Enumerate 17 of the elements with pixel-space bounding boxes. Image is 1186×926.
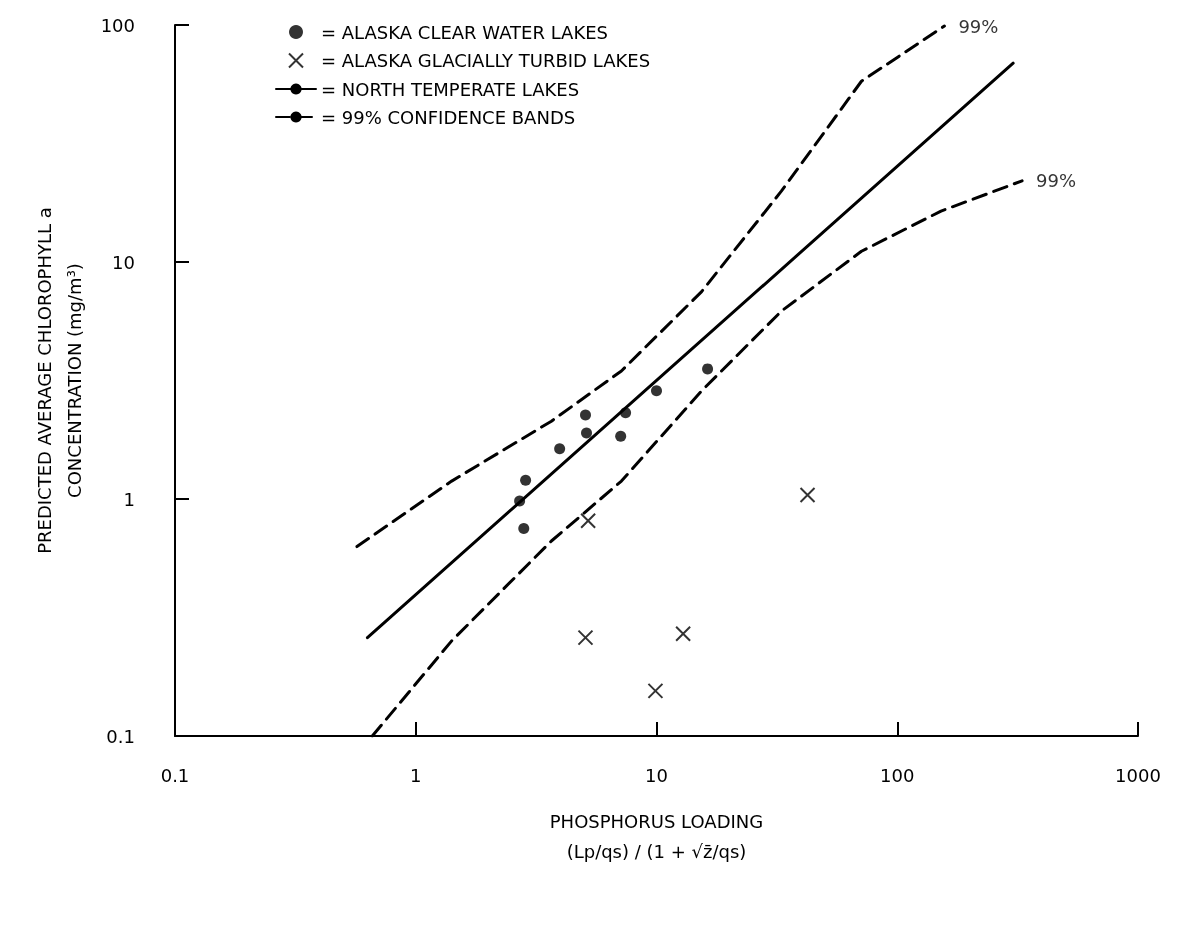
legend-label: = NORTH TEMPERATE LAKES [321, 78, 580, 100]
annotation: 99% [1036, 170, 1077, 192]
y-tick-label: 0.1 [106, 725, 135, 747]
y-tick-label: 100 [100, 14, 135, 36]
x-axis-title: PHOSPHORUS LOADING (Lp/qs) / (1 + √z̄/qs) [549, 810, 764, 862]
y-tick-label: 10 [112, 251, 135, 273]
x-tick-label: 10 [645, 764, 668, 786]
annotation: 99% [958, 15, 999, 37]
legend-label: = ALASKA GLACIALLY TURBID LAKES [321, 50, 651, 71]
x-tick-label: 1000 [1115, 764, 1161, 786]
x-tick-label: 100 [880, 764, 915, 786]
x-tick-label: 1 [410, 764, 422, 786]
x-tick-label: 0.1 [160, 764, 190, 786]
y-tick-label: 1 [123, 488, 135, 510]
y-axis-title: PREDICTED AVERAGE CHLOROPHYLL a CONCENTRATION (mg/m³) [34, 207, 86, 554]
legend-label: = ALASKA CLEAR WATER LAKES [321, 21, 609, 43]
legend-label: = 99% CONFIDENCE BANDS [321, 106, 576, 128]
